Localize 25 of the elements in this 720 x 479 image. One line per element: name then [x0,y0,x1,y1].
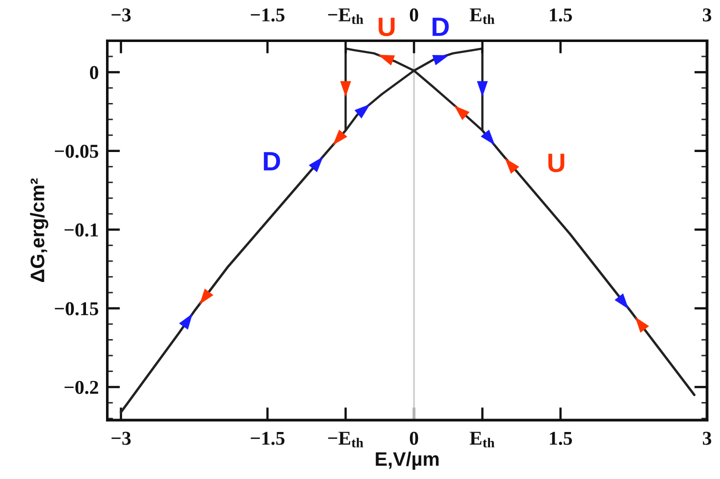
x-tick-label: −1.5 [250,432,284,445]
x-tick-label: 0 [410,432,418,445]
annotation: U [548,154,564,172]
annotation: D [432,18,449,36]
y-tick-label: −0.2 [64,380,98,394]
x-tick-label: E$_{th}$ [470,432,494,448]
y-tick-label: −0.15 [54,302,98,316]
x2-tick-label: −3 [112,8,131,22]
x-tick-label: 3 [702,432,712,445]
x2-tick-label: 0 [410,8,418,22]
x-axis-title: E,V/µm [376,452,439,470]
x2-tick-label: 3 [702,8,712,22]
y-tick-label: −0.05 [54,144,98,158]
y-axis-title: ΔG,erg/cm² [30,178,48,282]
x-tick-label: −3 [112,432,131,445]
annotation: U [378,18,395,36]
x2-tick-label: −E$_{th}$ [328,8,364,24]
x2-tick-label: −1.5 [250,8,284,22]
x2-tick-label: E$_{th}$ [470,8,494,24]
x2-tick-label: 1.5 [550,8,572,22]
y-tick-label: −0.1 [64,223,98,237]
annotation: D [264,152,280,170]
x-tick-label: −E$_{th}$ [328,432,364,448]
y-tick-label: 0 [90,66,98,80]
x-tick-label: 1.5 [550,432,572,445]
